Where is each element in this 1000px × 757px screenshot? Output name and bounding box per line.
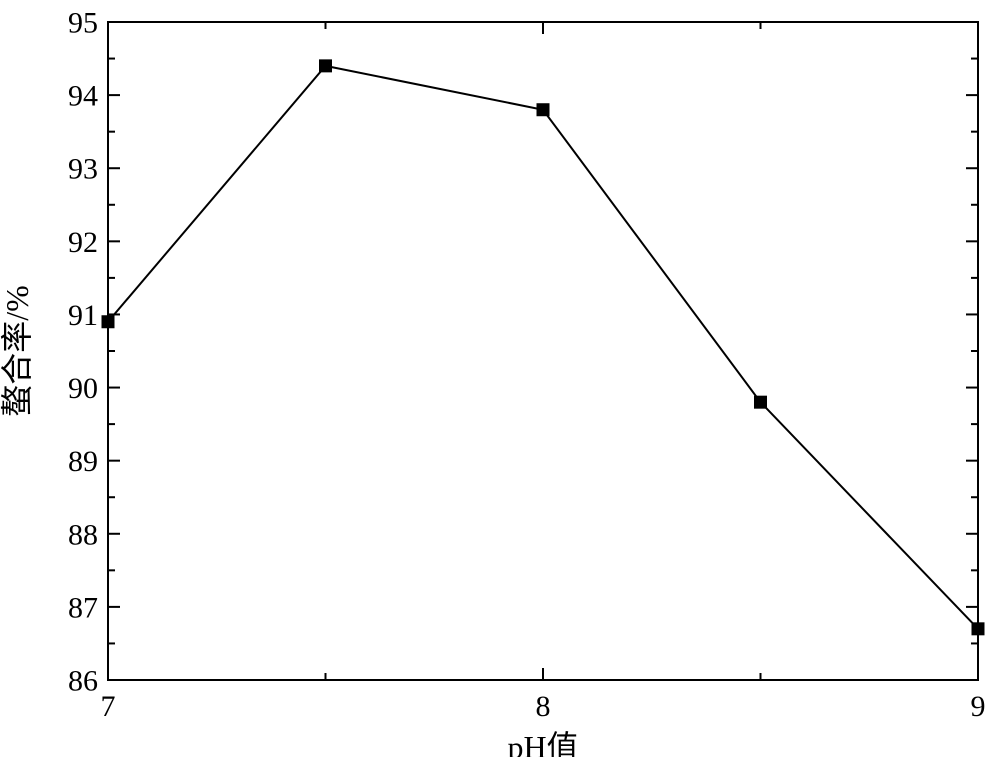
chart-background <box>0 0 1000 757</box>
y-axis-label: 螯合率/% <box>0 285 35 417</box>
y-tick-label: 91 <box>68 299 98 332</box>
y-tick-label: 86 <box>68 665 98 698</box>
x-tick-label: 7 <box>101 690 116 723</box>
line-chart: 78986878889909192939495pH值螯合率/% <box>0 0 1000 757</box>
data-marker <box>755 396 767 408</box>
data-marker <box>537 104 549 116</box>
y-tick-label: 94 <box>68 80 98 113</box>
chart-container: 78986878889909192939495pH值螯合率/% <box>0 0 1000 757</box>
y-tick-label: 88 <box>68 518 98 551</box>
x-axis-label: pH值 <box>507 729 578 757</box>
y-tick-label: 93 <box>68 153 98 186</box>
data-marker <box>320 60 332 72</box>
y-tick-label: 95 <box>68 7 98 40</box>
y-tick-label: 87 <box>68 591 98 624</box>
x-tick-label: 8 <box>536 690 551 723</box>
y-tick-label: 90 <box>68 372 98 405</box>
y-tick-label: 92 <box>68 226 98 259</box>
y-tick-label: 89 <box>68 445 98 478</box>
data-marker <box>102 316 114 328</box>
x-tick-label: 9 <box>971 690 986 723</box>
data-marker <box>972 623 984 635</box>
